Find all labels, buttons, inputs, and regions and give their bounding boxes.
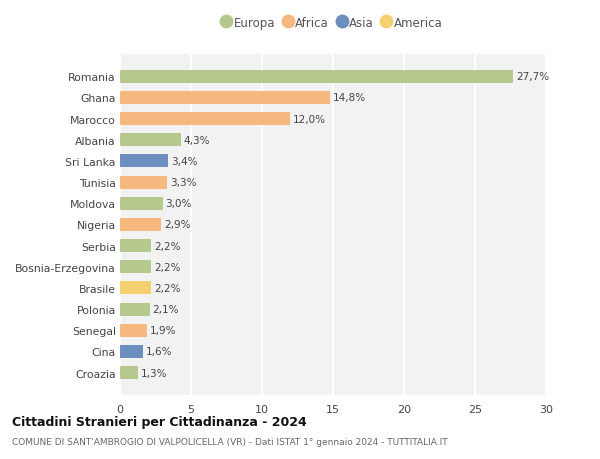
Bar bbox=[120, 366, 139, 379]
Bar bbox=[120, 324, 147, 337]
Bar bbox=[120, 240, 151, 252]
Bar bbox=[120, 155, 168, 168]
Bar bbox=[120, 303, 150, 316]
Text: Cittadini Stranieri per Cittadinanza - 2024: Cittadini Stranieri per Cittadinanza - 2… bbox=[12, 415, 307, 428]
Text: 3,3%: 3,3% bbox=[170, 178, 196, 188]
Bar bbox=[120, 71, 514, 84]
Text: 2,1%: 2,1% bbox=[152, 304, 179, 314]
Text: 3,4%: 3,4% bbox=[171, 157, 197, 167]
Text: 14,8%: 14,8% bbox=[333, 93, 366, 103]
Bar bbox=[120, 134, 181, 147]
Bar bbox=[120, 282, 151, 295]
Text: 2,2%: 2,2% bbox=[154, 283, 181, 293]
Bar bbox=[120, 92, 330, 105]
Text: 1,3%: 1,3% bbox=[142, 368, 168, 378]
Bar bbox=[120, 345, 143, 358]
Text: 2,2%: 2,2% bbox=[154, 241, 181, 251]
Text: 1,9%: 1,9% bbox=[150, 325, 176, 336]
Bar bbox=[120, 261, 151, 274]
Text: 2,9%: 2,9% bbox=[164, 220, 191, 230]
Bar bbox=[120, 113, 290, 126]
Text: 2,2%: 2,2% bbox=[154, 262, 181, 272]
Text: 27,7%: 27,7% bbox=[516, 72, 550, 82]
Bar bbox=[120, 176, 167, 189]
Bar bbox=[120, 197, 163, 210]
Text: 1,6%: 1,6% bbox=[146, 347, 172, 357]
Text: 3,0%: 3,0% bbox=[166, 199, 192, 209]
Text: COMUNE DI SANT'AMBROGIO DI VALPOLICELLA (VR) - Dati ISTAT 1° gennaio 2024 - TUTT: COMUNE DI SANT'AMBROGIO DI VALPOLICELLA … bbox=[12, 437, 448, 446]
Text: 4,3%: 4,3% bbox=[184, 135, 211, 146]
Text: 12,0%: 12,0% bbox=[293, 114, 326, 124]
Bar bbox=[120, 218, 161, 231]
Legend: Europa, Africa, Asia, America: Europa, Africa, Asia, America bbox=[223, 17, 443, 30]
